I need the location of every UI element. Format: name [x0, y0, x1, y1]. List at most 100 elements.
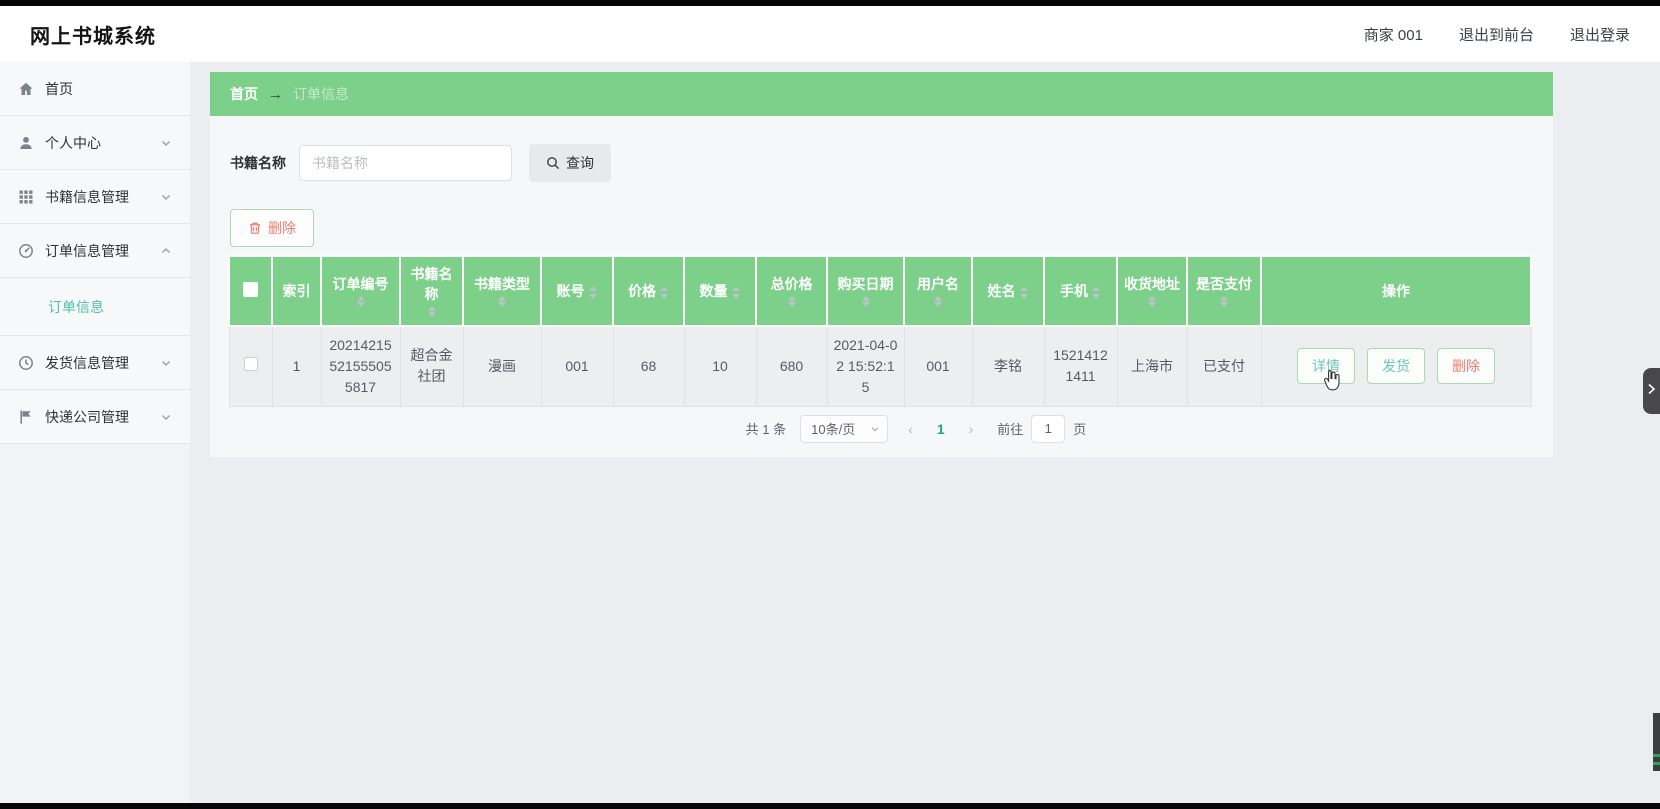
detail-button[interactable]: 详情	[1297, 348, 1355, 385]
column-paid[interactable]: 是否支付	[1186, 255, 1262, 327]
column-purchase-date[interactable]: 购买日期	[826, 255, 905, 327]
cell-checkbox	[228, 326, 273, 407]
sidebar-item-orders[interactable]: 订单信息管理	[0, 224, 190, 278]
sort-caret-icon[interactable]	[497, 295, 507, 308]
cell-name: 李铭	[971, 326, 1045, 407]
breadcrumb-home[interactable]: 首页	[230, 86, 258, 102]
side-panel-toggle[interactable]	[1643, 368, 1660, 414]
sort-caret-icon[interactable]	[731, 285, 741, 300]
cell-total-price: 680	[755, 326, 828, 407]
cell-price: 68	[612, 326, 685, 407]
page-unit-label: 页	[1073, 422, 1087, 437]
table-row: 1 20214215521555055817 超合金社团 漫画 001 68 1…	[228, 326, 1532, 407]
cell-book-type: 漫画	[462, 326, 542, 407]
search-icon	[546, 156, 560, 170]
column-book-name[interactable]: 书籍名称	[399, 255, 464, 327]
table-header-row: 索引 订单编号 书籍名称 书籍类型 账号 价格 数量 总价格 购买日期 用户名 …	[228, 255, 1532, 327]
ship-button[interactable]: 发货	[1367, 348, 1425, 385]
breadcrumb: 首页 → 订单信息	[210, 72, 1553, 116]
select-all-checkbox[interactable]	[243, 282, 258, 297]
query-button[interactable]: 查询	[529, 144, 611, 182]
prev-page-button[interactable]: ‹	[908, 420, 913, 437]
next-page-button[interactable]: ›	[968, 420, 974, 437]
cell-purchase-date: 2021-04-02 15:52:15	[826, 326, 905, 407]
sidebar-subitem-order-info[interactable]: 订单信息	[0, 278, 190, 336]
column-username[interactable]: 用户名	[903, 255, 973, 327]
goto-page-input[interactable]	[1031, 414, 1066, 443]
column-account[interactable]: 账号	[540, 255, 614, 327]
breadcrumb-arrow-icon: →	[268, 85, 283, 103]
current-page[interactable]: 1	[936, 420, 945, 437]
top-black-strip	[0, 0, 1660, 6]
search-input[interactable]	[299, 145, 512, 181]
sidebar-item-profile[interactable]: 个人中心	[0, 116, 190, 170]
sidebar-item-label: 发货信息管理	[45, 354, 129, 371]
logout-link[interactable]: 退出登录	[1569, 26, 1630, 44]
column-quantity[interactable]: 数量	[683, 255, 757, 327]
sidebar-item-label: 书籍信息管理	[45, 188, 129, 205]
pagination-total: 共 1 条	[745, 422, 787, 437]
cell-index: 1	[271, 326, 322, 407]
bottom-black-strip	[0, 803, 1660, 809]
cell-username: 001	[903, 326, 973, 407]
cell-address: 上海市	[1116, 326, 1188, 407]
home-icon	[18, 81, 34, 97]
app-title: 网上书城系统	[30, 25, 156, 48]
trash-icon	[248, 221, 262, 235]
column-order-no[interactable]: 订单编号	[320, 255, 401, 327]
clock-icon	[18, 355, 34, 371]
gauge-icon	[18, 243, 34, 259]
orders-table: 索引 订单编号 书籍名称 书籍类型 账号 价格 数量 总价格 购买日期 用户名 …	[228, 255, 1532, 407]
column-address[interactable]: 收货地址	[1116, 255, 1188, 327]
page-size-value: 10条/页	[811, 422, 856, 437]
column-price[interactable]: 价格	[612, 255, 685, 327]
sort-caret-icon[interactable]	[356, 295, 366, 308]
sidebar-subitem-label: 订单信息	[48, 298, 104, 315]
column-book-type[interactable]: 书籍类型	[462, 255, 542, 327]
sidebar-item-shipping[interactable]: 发货信息管理	[0, 336, 190, 390]
sort-caret-icon[interactable]	[427, 305, 437, 318]
cell-order-no: 20214215521555055817	[320, 326, 401, 407]
column-actions: 操作	[1260, 255, 1532, 327]
column-phone[interactable]: 手机	[1043, 255, 1118, 327]
sidebar: 首页 个人中心 书籍信息管理 订单信息管理 订单信息 发货信息	[0, 62, 190, 803]
flag-icon	[18, 409, 34, 425]
pagination: 共 1 条 10条/页 ‹ 1 › 前往 页	[228, 414, 1530, 443]
chevron-down-icon	[160, 191, 172, 203]
sort-caret-icon[interactable]	[659, 285, 669, 300]
cell-actions: 详情 发货 删除	[1260, 326, 1532, 407]
goto-label: 前往	[997, 422, 1024, 437]
sort-caret-icon[interactable]	[933, 295, 943, 308]
page-size-select[interactable]: 10条/页	[800, 414, 889, 443]
search-bar: 书籍名称 查询	[230, 144, 1553, 182]
sort-caret-icon[interactable]	[588, 285, 598, 300]
cell-account: 001	[540, 326, 614, 407]
sidebar-item-label: 首页	[45, 80, 73, 97]
column-index: 索引	[271, 255, 322, 327]
sidebar-item-home[interactable]: 首页	[0, 62, 190, 116]
batch-delete-button[interactable]: 删除	[230, 209, 314, 247]
app-header: 网上书城系统 商家 001 退出到前台 退出登录	[0, 6, 1660, 62]
query-button-label: 查询	[566, 155, 594, 171]
header-nav: 商家 001 退出到前台 退出登录	[1364, 24, 1630, 45]
goto-page: 前往 页	[997, 414, 1087, 443]
edge-widget	[1653, 713, 1660, 771]
cell-paid: 已支付	[1186, 326, 1262, 407]
merchant-account[interactable]: 商家 001	[1363, 26, 1423, 44]
row-delete-button[interactable]: 删除	[1437, 348, 1495, 385]
sort-caret-icon[interactable]	[787, 295, 797, 308]
sidebar-item-books[interactable]: 书籍信息管理	[0, 170, 190, 224]
sort-caret-icon[interactable]	[1219, 295, 1229, 308]
breadcrumb-current: 订单信息	[293, 86, 349, 102]
select-all-header	[228, 255, 273, 327]
cell-quantity: 10	[683, 326, 757, 407]
column-total-price[interactable]: 总价格	[755, 255, 828, 327]
sort-caret-icon[interactable]	[1091, 285, 1101, 300]
column-name[interactable]: 姓名	[971, 255, 1045, 327]
sort-caret-icon[interactable]	[1147, 295, 1157, 308]
exit-to-front-link[interactable]: 退出到前台	[1458, 26, 1534, 44]
sidebar-item-express[interactable]: 快递公司管理	[0, 390, 190, 444]
sort-caret-icon[interactable]	[861, 295, 871, 308]
row-checkbox[interactable]	[243, 356, 258, 371]
sort-caret-icon[interactable]	[1019, 285, 1029, 300]
